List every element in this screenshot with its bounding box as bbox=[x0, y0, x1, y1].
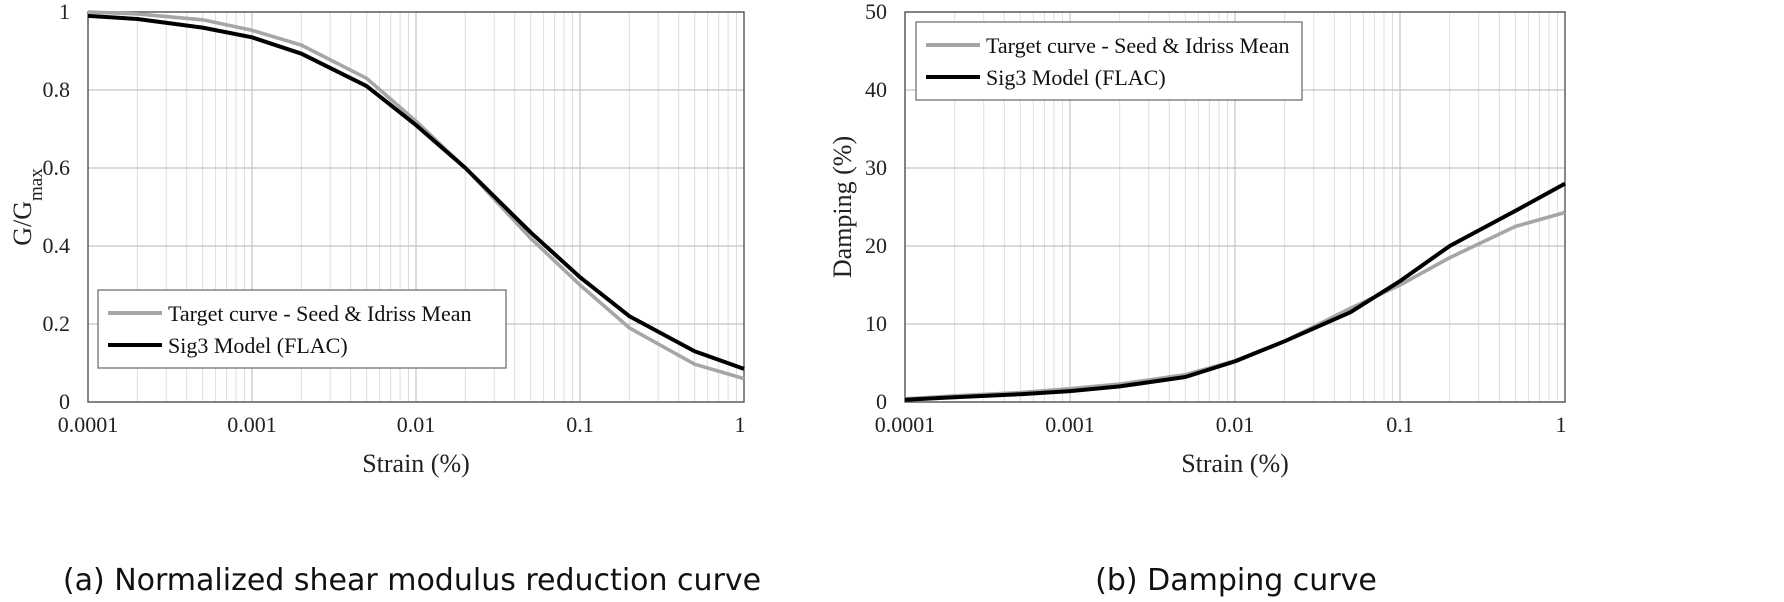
panel-b-x-axis-title: Strain (%) bbox=[1181, 449, 1289, 478]
x-tick-label: 1 bbox=[1556, 412, 1567, 437]
panel-b-legend: Target curve - Seed & Idriss Mean Sig3 M… bbox=[915, 21, 1303, 101]
x-tick-label: 0.001 bbox=[227, 412, 277, 437]
panel-a-series bbox=[87, 10, 745, 381]
y-tick-label: 10 bbox=[865, 311, 887, 336]
y-tick-label: 40 bbox=[865, 77, 887, 102]
x-tick-label: 0.0001 bbox=[58, 412, 119, 437]
panel-b-y-axis-title: Damping (%) bbox=[828, 136, 857, 278]
y-tick-label: 0.4 bbox=[43, 233, 71, 258]
series-line-sig3-model bbox=[87, 13, 745, 371]
y-tick-label: 50 bbox=[865, 0, 887, 24]
y-tick-label: 0.2 bbox=[43, 311, 71, 336]
panel-b-legend-label-sig3: Sig3 Model (FLAC) bbox=[986, 65, 1166, 90]
panel-a-caption: (a) Normalized shear modulus reduction c… bbox=[63, 563, 761, 598]
panel-a-ticks: 0.0001 0.001 0.01 0.1 1 0 0.2 0.4 0.6 0.8 1 bbox=[43, 0, 746, 437]
panel-b-plot-frame bbox=[904, 11, 1566, 403]
x-tick-label: 0.1 bbox=[566, 412, 594, 437]
panel-a-legend: Target curve - Seed & Idriss Mean Sig3 M… bbox=[97, 289, 507, 369]
panel-a-legend-label-target: Target curve - Seed & Idriss Mean bbox=[168, 301, 472, 326]
y-tick-label: 0.8 bbox=[43, 77, 71, 102]
panel-a-y-axis-title: G/Gmax bbox=[8, 168, 47, 246]
y-tick-label: 20 bbox=[865, 233, 887, 258]
panel-a-x-axis-title: Strain (%) bbox=[362, 449, 470, 478]
series-line-target-curve bbox=[87, 10, 745, 381]
x-tick-label: 0.1 bbox=[1386, 412, 1414, 437]
panel-a-y-axis-title-sub: max bbox=[26, 168, 47, 201]
panel-a-legend-box bbox=[97, 289, 507, 369]
y-tick-label: 0.6 bbox=[43, 155, 71, 180]
x-tick-label: 0.01 bbox=[397, 412, 436, 437]
y-tick-label: 30 bbox=[865, 155, 887, 180]
series-line-sig3-model bbox=[904, 181, 1566, 402]
panel-a-modulus-chart: 0.0001 0.001 0.01 0.1 1 0 0.2 0.4 0.6 0.8 1 Target… bbox=[8, 0, 761, 598]
x-tick-label: 0.01 bbox=[1216, 412, 1255, 437]
panel-a-legend-label-sig3: Sig3 Model (FLAC) bbox=[168, 333, 348, 358]
y-tick-label: 0 bbox=[876, 389, 887, 414]
panel-b-legend-box bbox=[915, 21, 1303, 101]
y-tick-label: 1 bbox=[59, 0, 70, 24]
panel-a-plot-frame bbox=[87, 11, 745, 403]
panel-b-caption: (b) Damping curve bbox=[1095, 563, 1377, 598]
y-tick-label: 0 bbox=[59, 389, 70, 414]
x-tick-label: 0.001 bbox=[1045, 412, 1095, 437]
panel-b-series bbox=[904, 181, 1566, 402]
panel-a-y-axis-title-main: G/G bbox=[8, 201, 37, 246]
x-tick-label: 0.0001 bbox=[875, 412, 936, 437]
panel-b-legend-label-target: Target curve - Seed & Idriss Mean bbox=[986, 33, 1290, 58]
x-tick-label: 1 bbox=[735, 412, 746, 437]
